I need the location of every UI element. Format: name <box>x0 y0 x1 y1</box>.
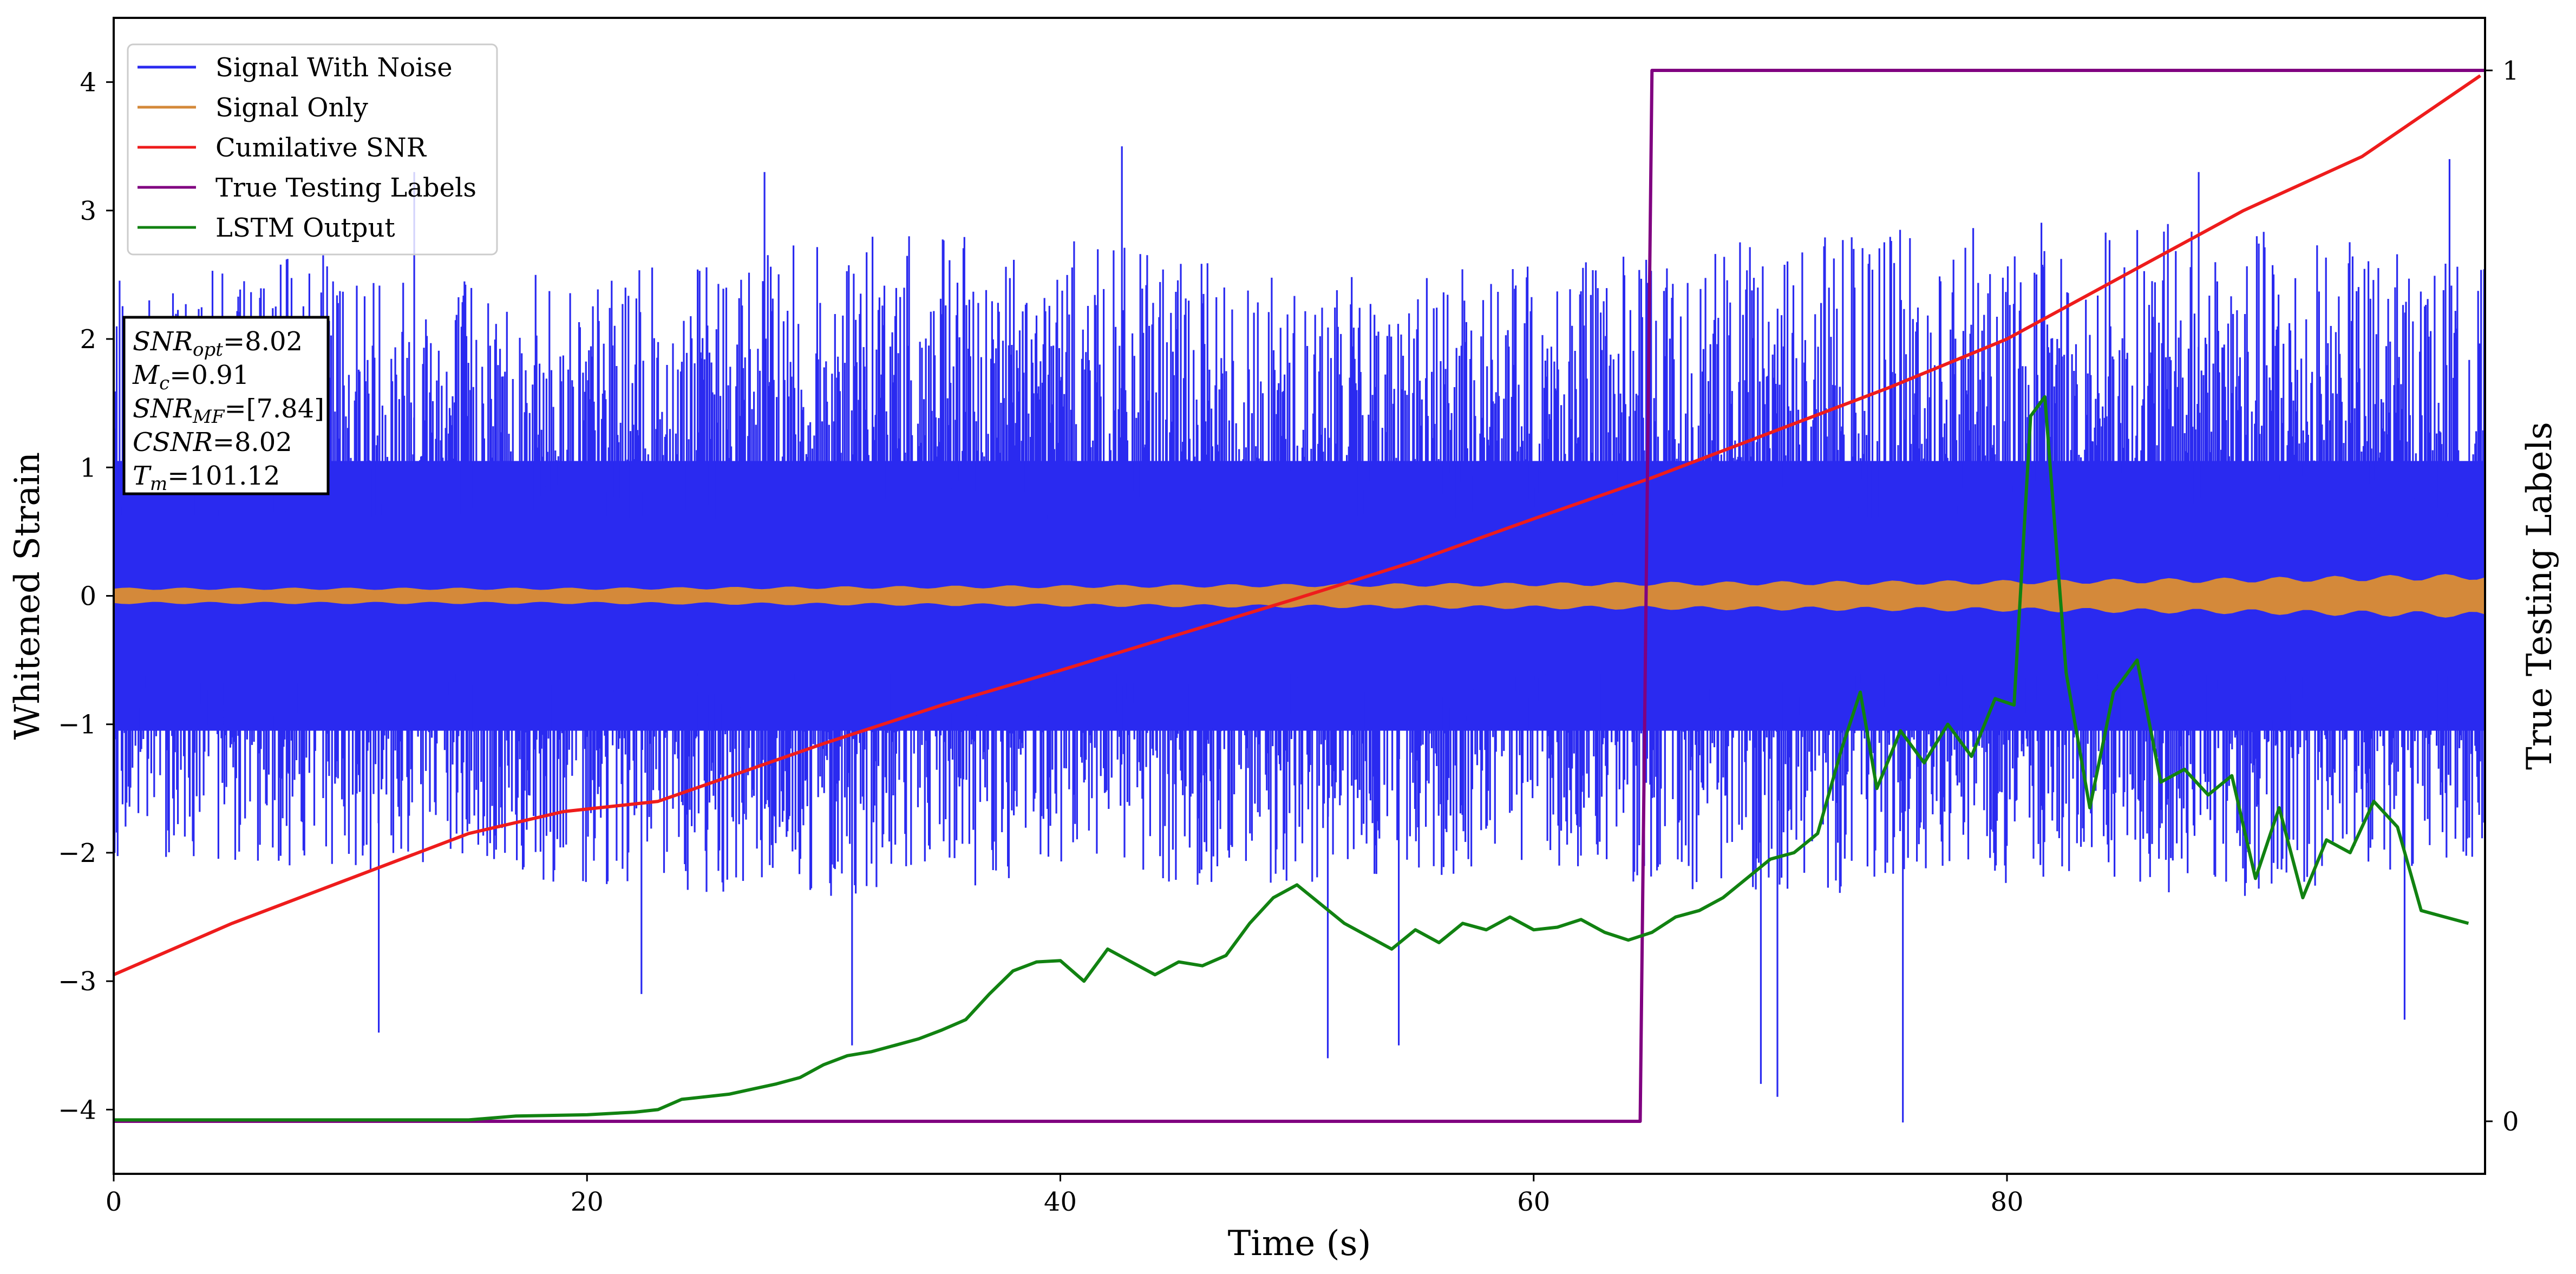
legend-label: Cumilative SNR <box>215 133 427 163</box>
legend: Signal With Noise Signal Only Cumilative S… <box>127 43 498 256</box>
parameter-annotation-box: SNRopt=8.02Mc=0.91SNRMF=[7.84]CSNR=8.02T… <box>122 316 330 495</box>
line-series-layer <box>113 69 2485 1123</box>
annotation-line: SNRMF=[7.84] <box>133 394 324 428</box>
x-axis-ticks: 0 20 40 60 80 <box>106 1174 2024 1217</box>
y-tick-label: −1 <box>58 710 96 740</box>
y-tick-label: −2 <box>58 838 96 868</box>
annotation-frame <box>122 316 330 495</box>
y-axis-ticks: −4 −3 −2 −1 0 1 2 3 4 <box>58 68 114 1125</box>
legend-label: True Testing Labels <box>215 173 476 203</box>
annotation-line: CSNR=8.02 <box>133 427 292 458</box>
annotation-line: SNRopt=8.02 <box>133 326 303 361</box>
x-axis-label: Time (s) <box>1228 1224 1371 1264</box>
y-tick-label: 2 <box>80 324 96 355</box>
right-axis-label: True Testing Labels <box>2520 422 2560 770</box>
signal-with-noise-line <box>113 146 2486 1123</box>
right-tick-label: 1 <box>2502 56 2519 86</box>
y-tick-label: −4 <box>58 1095 96 1125</box>
annotation-line: Tm=101.12 <box>133 461 280 495</box>
right-axis-ticks: 01 <box>2485 56 2519 1137</box>
y-tick-label: 1 <box>80 453 96 483</box>
x-tick-label: 60 <box>1517 1187 1550 1217</box>
legend-label: LSTM Output <box>215 213 395 243</box>
x-tick-label: 40 <box>1044 1187 1077 1217</box>
legend-label: Signal Only <box>215 93 368 123</box>
x-tick-label: 80 <box>1990 1187 2023 1217</box>
y-tick-label: 3 <box>80 196 96 226</box>
lstm-output-line <box>114 395 2469 1122</box>
cumulative-snr-line <box>113 74 2481 977</box>
legend-label: Signal With Noise <box>215 53 453 83</box>
y-tick-label: 4 <box>80 68 96 98</box>
legend-frame <box>127 43 498 256</box>
right-tick-label: 0 <box>2502 1107 2519 1137</box>
x-tick-label: 0 <box>106 1187 122 1217</box>
x-tick-label: 20 <box>571 1187 604 1217</box>
y-tick-label: −3 <box>58 966 96 997</box>
annotation-line: Mc=0.91 <box>132 360 249 394</box>
signal-with-noise-layer <box>113 146 2486 1123</box>
true-testing-labels-line <box>114 69 2485 1123</box>
y-axis-label: Whitened Strain <box>8 452 48 740</box>
y-tick-label: 0 <box>80 582 96 612</box>
